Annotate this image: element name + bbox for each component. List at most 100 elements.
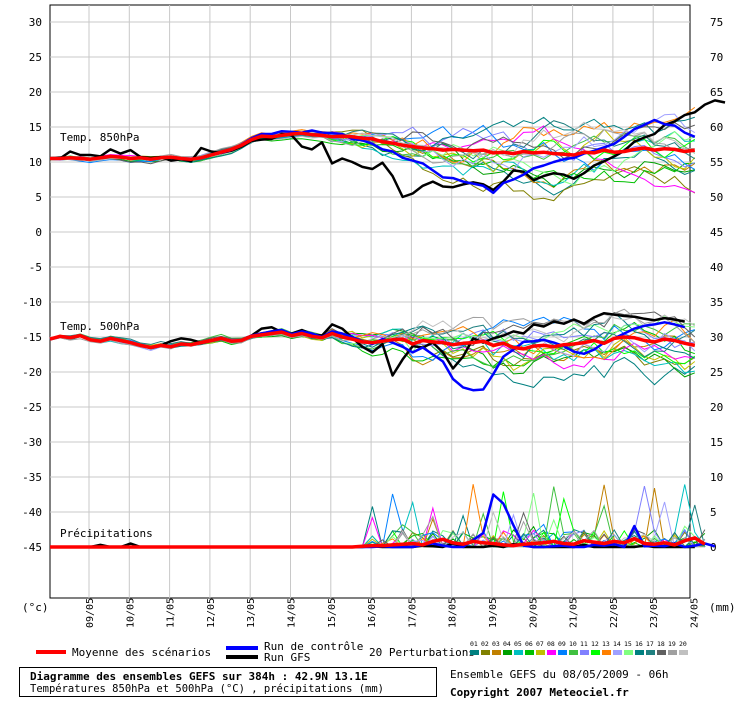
left-tick-label: 25 [29,51,42,64]
right-tick-label: 5 [710,506,717,519]
chart-grid [49,4,691,599]
legend-control-label: Run de contrôle [264,640,363,653]
right-tick-label: 10 [710,471,723,484]
right-tick-label: 50 [710,191,723,204]
info-copyright: Copyright 2007 Meteociel.fr [450,686,629,699]
left-tick-label: 0 [35,226,42,239]
right-tick-label: 0 [710,541,717,554]
pert-legend-id: 17 [646,640,654,648]
left-tick-label: 10 [29,156,42,169]
pert-legend-swatch [492,650,501,655]
pert-legend-swatch [668,650,677,655]
control-line-t500 [49,321,686,392]
pert-legend-id: 11 [580,640,588,648]
left-tick-label: -25 [22,401,42,414]
pert-legend-swatch [624,650,633,655]
pert-legend-swatch [558,650,567,655]
x-date-label: 15/05 [327,598,338,628]
pert-legend-swatch [525,650,534,655]
left-tick-label: -30 [22,436,42,449]
x-date-label: 13/05 [246,598,257,628]
pert-legend-id: 02 [481,640,489,648]
legend-mean-label: Moyenne des scénarios [72,646,211,659]
pert-legend-id: 09 [558,640,566,648]
x-date-label: 16/05 [367,598,378,628]
left-tick-label: -5 [29,261,42,274]
left-unit: (°c) [22,601,49,614]
pert-legend-swatch [569,650,578,655]
pert-legend-swatch [602,650,611,655]
pert-legend-id: 04 [503,640,511,648]
right-tick-label: 75 [710,16,723,29]
pert-legend-swatch [591,650,600,655]
right-tick-label: 25 [710,366,723,379]
legend-perturbation-swatches: 01 02 03 04 05 06 07 08 09 10 11 12 13 14 15 16 17 18 19 20 [470,640,688,655]
x-date-label: 10/05 [125,598,136,628]
x-date-label: 12/05 [206,598,217,628]
pert-legend-swatch [613,650,622,655]
mean-line-t850 [50,131,696,161]
left-tick-label: -35 [22,471,42,484]
x-date-label: 09/05 [85,598,96,628]
x-date-label: 14/05 [287,598,298,628]
right-tick-label: 15 [710,436,723,449]
mean-line-t500 [49,330,696,351]
right-tick-label: 45 [710,226,723,239]
pert-legend-swatch [547,650,556,655]
pert-legend-id: 20 [679,640,687,648]
right-unit: (mm) [709,601,736,614]
pert-legend-id: 05 [514,640,522,648]
right-tick-label: 40 [710,261,723,274]
info-title: Diagramme des ensembles GEFS sur 384h : … [30,670,368,683]
right-tick-label: 20 [710,401,723,414]
label-precip: Précipitations [60,527,153,540]
right-tick-label: 65 [710,86,723,99]
section-labels: Temp. 850hPa Temp. 500hPa Précipitations [60,131,153,540]
left-tick-label: 20 [29,86,42,99]
pert-legend-id: 01 [470,640,478,648]
right-tick-label: 55 [710,156,723,169]
x-date-label: 18/05 [448,598,459,628]
pert-legend-swatch [646,650,655,655]
x-axis-date-labels: 09/05 10/05 11/05 12/05 13/05 14/05 15/05 16/05… [85,598,701,628]
pert-legend-swatch [481,650,490,655]
left-tick-label: -40 [22,506,42,519]
pert-legend-id: 07 [536,640,544,648]
pert-legend-swatch [635,650,644,655]
pert-legend-id: 13 [602,640,610,648]
legend-gfs-label: Run GFS [264,651,310,664]
main-lines [49,99,726,549]
x-date-label: 24/05 [690,598,701,628]
pert-legend-swatch [514,650,523,655]
pert-legend-id: 15 [624,640,632,648]
pert-legend-id: 16 [635,640,643,648]
pert-legend-swatch [679,650,688,655]
perturbation-lines [49,106,706,549]
pert-legend-id: 18 [657,640,665,648]
left-tick-label: -20 [22,366,42,379]
x-date-label: 17/05 [407,598,418,628]
info-subtitle: Températures 850hPa et 500hPa (°C) , pré… [30,683,385,695]
pert-legend-swatch [580,650,589,655]
pert-legend-id: 12 [591,640,599,648]
label-t850: Temp. 850hPa [60,131,139,144]
left-tick-label: -45 [22,541,42,554]
mean-line-precip [50,536,706,549]
pert-legend-swatch [503,650,512,655]
pert-legend-id: 06 [525,640,533,648]
x-date-label: 21/05 [569,598,580,628]
pert-legend-swatch [536,650,545,655]
pert-legend-swatch [657,650,666,655]
left-axis-ticks: 30 25 20 15 10 5 0 -5 -10 -15 -20 -25 -30 -35 -40 -45 [22,16,42,554]
x-date-label: 19/05 [488,598,499,628]
legend-perturbations-label: 20 Perturbations [369,646,475,659]
info-right: Ensemble GEFS du 08/05/2009 - 06h Copyri… [450,666,669,702]
left-tick-label: 30 [29,16,42,29]
info-run: Ensemble GEFS du 08/05/2009 - 06h [450,668,669,681]
x-date-label: 23/05 [649,598,660,628]
label-t500: Temp. 500hPa [60,320,139,333]
pert-legend-id: 19 [668,640,676,648]
x-date-label: 22/05 [609,598,620,628]
